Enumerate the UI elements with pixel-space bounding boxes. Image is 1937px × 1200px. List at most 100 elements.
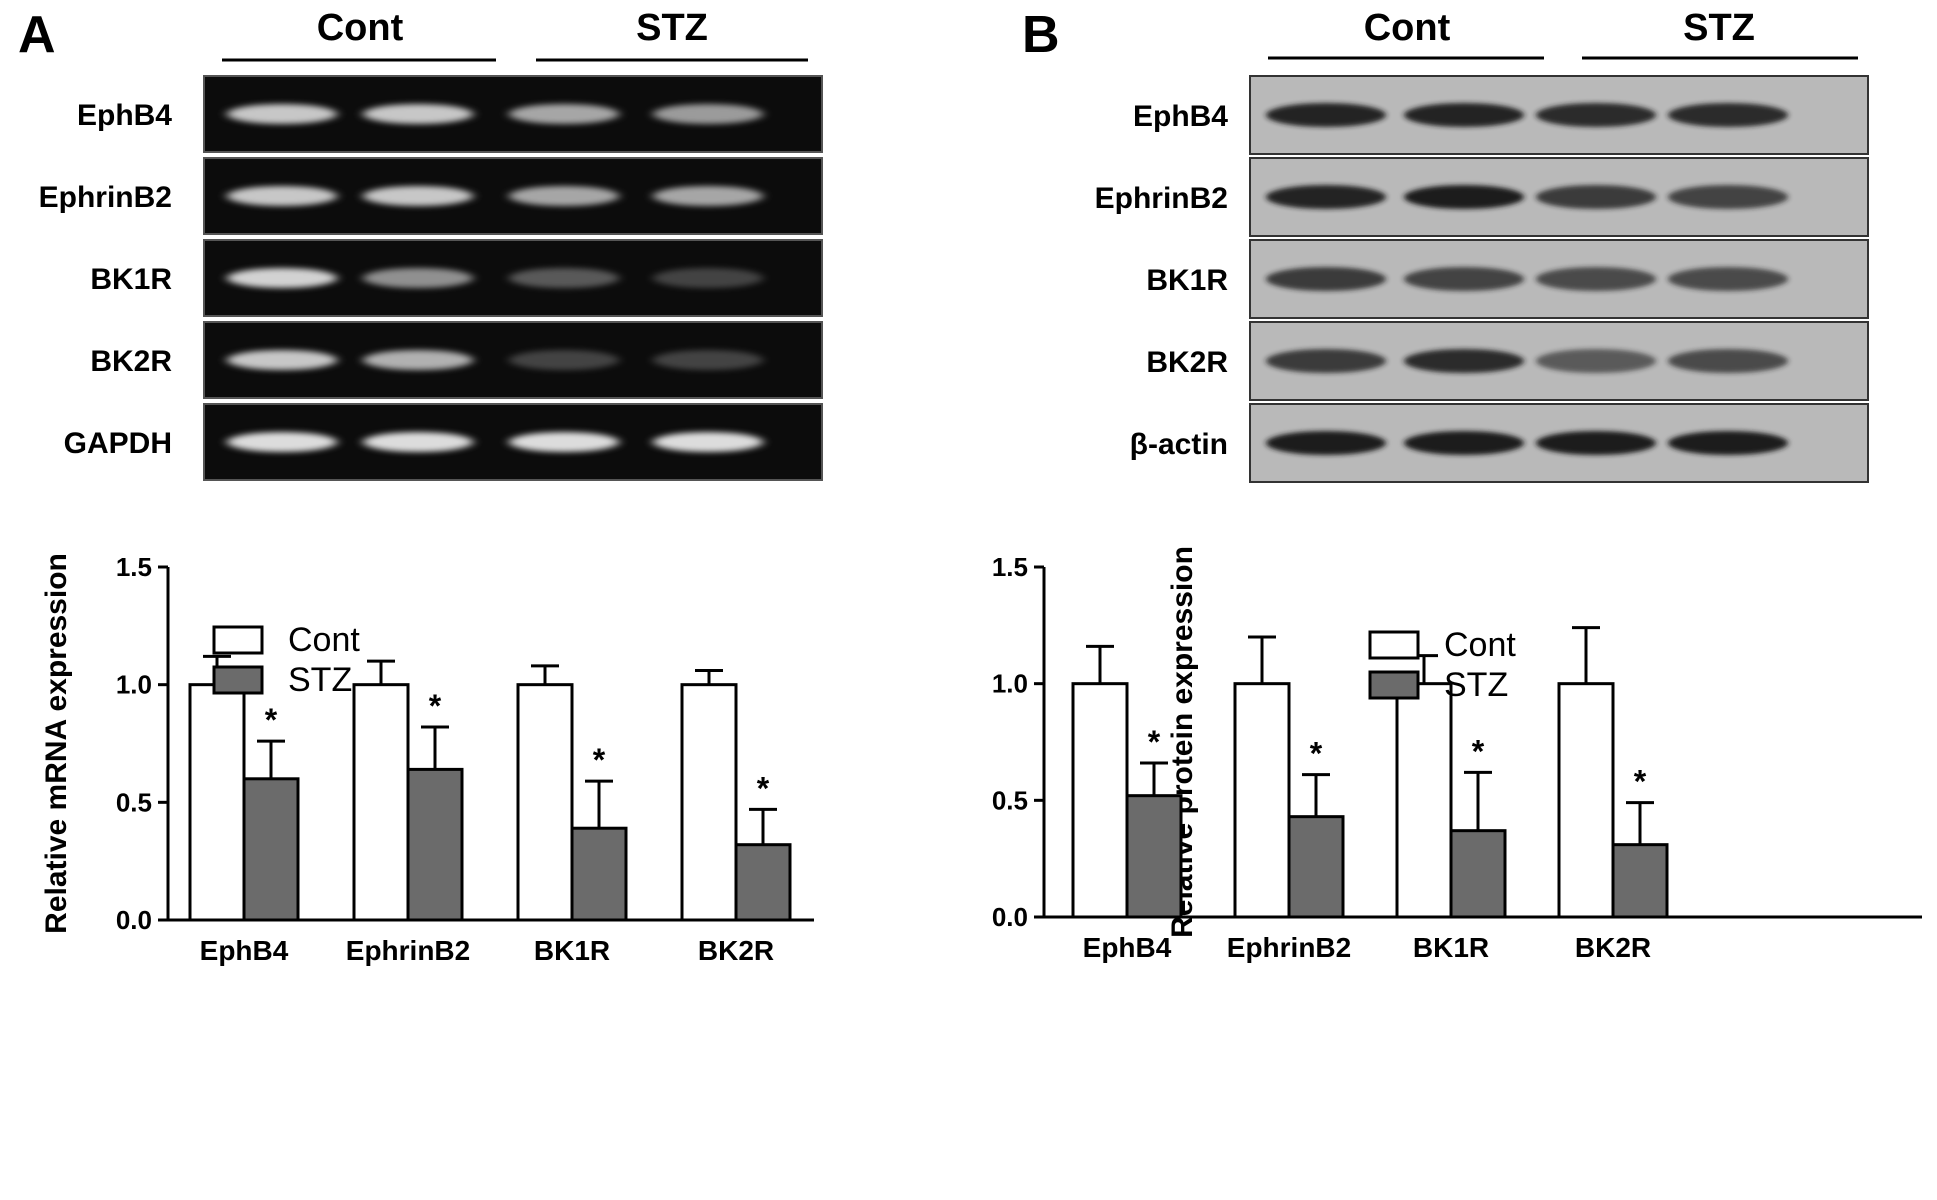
blot-band — [653, 350, 763, 370]
blot-band — [1266, 267, 1386, 291]
panel-a-letter: A — [18, 6, 56, 64]
blot-band — [1404, 349, 1524, 373]
blot-band — [227, 432, 337, 452]
blot-row-label: BK2R — [1146, 346, 1228, 379]
y-tick-label: 1.0 — [992, 669, 1028, 699]
x-category-label: BK2R — [698, 935, 774, 966]
y-tick-label: 1.0 — [116, 670, 152, 700]
legend-label-stz: STZ — [288, 661, 352, 699]
bar-cont-ephb4 — [1071, 682, 1129, 919]
blot-row-bk1r: BK1R — [1146, 239, 1869, 319]
y-tick-label: 0.5 — [116, 787, 152, 817]
x-category-label: EphB4 — [1083, 932, 1172, 963]
blot-band — [227, 268, 337, 288]
blot-row-label: GAPDH — [64, 427, 172, 460]
blot-band — [1266, 431, 1386, 455]
y-axis-label: Relative mRNA expression — [40, 553, 73, 934]
blot-row-ephb4: EphB4 — [1133, 75, 1869, 155]
legend-label-cont: Cont — [1444, 626, 1516, 664]
blot-row--actin: β-actin — [1130, 403, 1869, 483]
blot-band — [1266, 103, 1386, 127]
blot-band — [1536, 349, 1656, 373]
bar-stz-ephb4 — [1125, 794, 1183, 919]
bar-cont-bk1r — [516, 683, 574, 922]
blot-row-ephb4: EphB4 — [77, 75, 823, 153]
blot-band — [1668, 103, 1788, 127]
blot-band — [1668, 431, 1788, 455]
blot-band — [509, 104, 619, 124]
blot-row-bk1r: BK1R — [90, 239, 823, 317]
legend-label-cont: Cont — [288, 621, 360, 659]
bar-cont-bk2r — [680, 683, 738, 922]
panel-b-letter: B — [1022, 6, 1060, 64]
significance-marker: * — [757, 770, 770, 806]
blot-row-bk2r: BK2R — [90, 321, 823, 399]
bar-cont-ephrinb2 — [1233, 682, 1291, 919]
blot-band — [1668, 349, 1788, 373]
legend-swatch-cont — [212, 625, 264, 655]
blot-row-ephrinb2: EphrinB2 — [1095, 157, 1869, 237]
bar-stz-ephrinb2 — [1287, 815, 1345, 919]
panel-b-bar-chart: 0.00.51.01.5 Relative protein expression*… — [992, 546, 1922, 963]
y-tick-label: 1.5 — [116, 552, 152, 582]
x-category-label: BK2R — [1575, 932, 1651, 963]
significance-marker: * — [1148, 724, 1161, 760]
y-tick-label: 0.0 — [116, 905, 152, 935]
significance-marker: * — [429, 688, 442, 724]
significance-marker: * — [1634, 764, 1647, 800]
blot-band — [509, 186, 619, 206]
blot-band — [509, 350, 619, 370]
bar-stz-ephb4 — [242, 777, 300, 922]
panel-b-group-stz: STZ — [1683, 7, 1755, 49]
blot-band — [509, 432, 619, 452]
x-category-label: EphB4 — [200, 935, 289, 966]
blot-band — [1536, 267, 1656, 291]
significance-marker: * — [1310, 736, 1323, 772]
legend-swatch-stz — [1368, 670, 1420, 700]
y-tick-label: 1.5 — [992, 552, 1028, 582]
blot-band — [363, 268, 473, 288]
blot-band — [227, 350, 337, 370]
bar-cont-bk1r — [1395, 682, 1453, 919]
panel-a-gel-blot: EphB4 EphrinB2 BK1R BK2R GAPDH — [39, 75, 823, 481]
blot-row-label: β-actin — [1130, 428, 1228, 461]
panel-b-western-blot: EphB4 EphrinB2 BK1R BK2R β-actin — [1095, 75, 1869, 483]
blot-row-bk2r: BK2R — [1146, 321, 1869, 401]
significance-marker: * — [593, 742, 606, 778]
blot-band — [1404, 267, 1524, 291]
blot-band — [363, 104, 473, 124]
blot-row-label: EphrinB2 — [1095, 182, 1228, 215]
blot-band — [363, 432, 473, 452]
blot-band — [363, 350, 473, 370]
bar-stz-bk2r — [1611, 843, 1669, 919]
legend-label-stz: STZ — [1444, 666, 1508, 704]
blot-band — [653, 268, 763, 288]
blot-row-label: EphB4 — [1133, 100, 1228, 133]
blot-band — [227, 104, 337, 124]
blot-row-label: BK1R — [90, 263, 172, 296]
x-category-label: EphrinB2 — [1227, 932, 1351, 963]
blot-band — [653, 104, 763, 124]
blot-band — [1266, 185, 1386, 209]
blot-band — [227, 186, 337, 206]
blot-row-label: BK1R — [1146, 264, 1228, 297]
bar-stz-bk2r — [734, 843, 792, 922]
blot-band — [1536, 103, 1656, 127]
x-category-label: BK1R — [534, 935, 610, 966]
panel-a-group-cont: Cont — [317, 7, 404, 49]
blot-band — [1404, 431, 1524, 455]
panel-b-group-cont: Cont — [1364, 7, 1451, 49]
blot-band — [363, 186, 473, 206]
significance-marker: * — [265, 702, 278, 738]
significance-marker: * — [1472, 733, 1485, 769]
blot-band — [653, 186, 763, 206]
blot-band — [1536, 431, 1656, 455]
legend-swatch-stz — [212, 665, 264, 695]
legend-swatch-cont — [1368, 630, 1420, 660]
bar-stz-ephrinb2 — [406, 767, 464, 922]
blot-band — [1536, 185, 1656, 209]
blot-band — [1404, 103, 1524, 127]
blot-row-label: EphrinB2 — [39, 181, 172, 214]
bar-cont-ephb4 — [188, 683, 246, 922]
